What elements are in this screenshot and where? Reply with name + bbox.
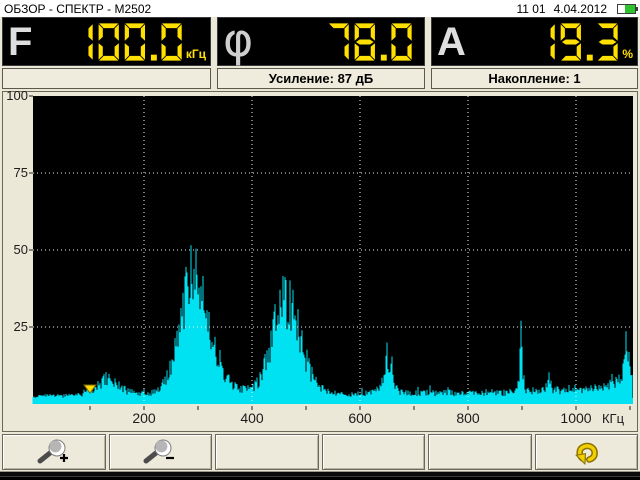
gain-info-box: Усиление: 87 дБ (217, 68, 425, 89)
softkey-empty-3[interactable] (215, 434, 319, 470)
magnifier-minus-icon (143, 439, 175, 464)
svg-text:400: 400 (240, 410, 264, 426)
clock-time: 11 01 (516, 2, 546, 16)
spectrum-chart: 25 50 75 100 200 400 600 800 1000 КГц (2, 90, 638, 432)
phase-seven-segment-display (328, 22, 413, 61)
page-title: ОБЗОР - СПЕКТР - М2502 (4, 2, 152, 16)
svg-text:75: 75 (14, 165, 28, 180)
zoom-out-button[interactable] (108, 434, 212, 470)
undo-button[interactable] (534, 434, 638, 470)
softkey-empty-4[interactable] (321, 434, 425, 470)
battery-fill (624, 5, 635, 13)
svg-text:800: 800 (456, 410, 480, 426)
svg-text:200: 200 (132, 410, 156, 426)
bottom-strip (0, 471, 640, 480)
accumulation-info-box: Накопление: 1 (431, 68, 638, 89)
amplitude-symbol: A (437, 19, 466, 64)
svg-text:100: 100 (6, 90, 28, 103)
battery-icon (617, 4, 638, 14)
info-box-empty (2, 68, 211, 89)
svg-text:50: 50 (14, 242, 28, 257)
undo-arrow-icon (575, 442, 599, 465)
frequency-readout-panel: F кГц (2, 17, 211, 66)
amplitude-unit: % (622, 47, 633, 61)
svg-text:1000: 1000 (560, 410, 591, 426)
amplitude-seven-segment-display (534, 22, 619, 61)
frequency-marker-icon (83, 384, 97, 394)
zoom-in-button[interactable] (2, 434, 106, 470)
phase-readout-panel: φ (217, 17, 425, 66)
softkey-empty-5[interactable] (428, 434, 532, 470)
frequency-symbol: F (8, 19, 33, 64)
frequency-seven-segment-display (72, 22, 183, 61)
magnifier-plus-icon (37, 439, 68, 464)
svg-text:25: 25 (14, 319, 28, 334)
phase-symbol: φ (223, 13, 254, 67)
title-bar: ОБЗОР - СПЕКТР - М2502 11 01 4.04.2012 (0, 0, 640, 17)
battery-nub (636, 7, 638, 11)
frequency-unit: кГц (185, 47, 206, 61)
svg-text:КГц: КГц (602, 411, 625, 426)
amplitude-readout-panel: A % (431, 17, 638, 66)
svg-text:600: 600 (348, 410, 372, 426)
softkey-toolbar (2, 434, 638, 470)
clock-date: 4.04.2012 (553, 2, 607, 16)
